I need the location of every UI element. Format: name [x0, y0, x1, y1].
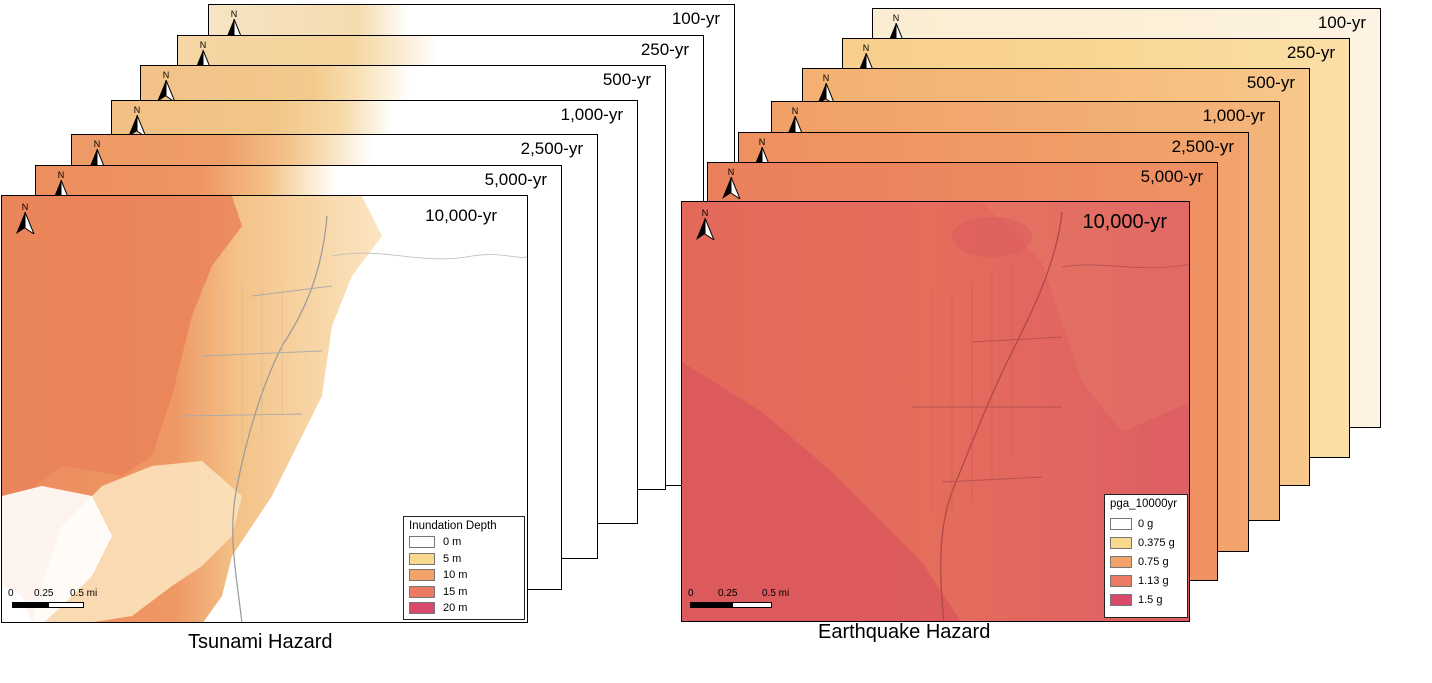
- return-period-label: 500-yr: [1246, 73, 1295, 92]
- pga-legend: pga_10000yr 0 g 0.375 g 0.75 g 1.13 g 1.…: [1104, 494, 1188, 618]
- legend-swatch: [1110, 555, 1132, 568]
- legend-item: 10 m: [409, 567, 519, 584]
- legend-item: 5 m: [409, 551, 519, 568]
- return-period-label: 100-yr: [1317, 13, 1366, 32]
- legend-item: 15 m: [409, 584, 519, 601]
- return-period-label: 500-yr: [602, 70, 651, 89]
- north-arrow-icon: N: [12, 202, 38, 236]
- legend-item: 0.375 g: [1110, 533, 1182, 552]
- north-arrow-icon: N: [692, 208, 718, 242]
- legend-item: 0 m: [409, 534, 519, 551]
- return-period-label: 250-yr: [640, 40, 689, 59]
- north-arrow-icon: N: [718, 167, 744, 201]
- legend-item: 0 g: [1110, 514, 1182, 533]
- legend-swatch: [409, 569, 435, 582]
- return-period-label: 1,000-yr: [1202, 106, 1265, 125]
- return-period-label: 10,000-yr: [425, 206, 497, 225]
- legend-swatch: [409, 536, 435, 549]
- legend-item: 1.5 g: [1110, 590, 1182, 609]
- return-period-label: 250-yr: [1286, 43, 1335, 62]
- return-period-label: 5,000-yr: [484, 170, 547, 189]
- legend-swatch: [409, 552, 435, 565]
- legend-title: Inundation Depth: [409, 520, 497, 532]
- earthquake-caption: Earthquake Hazard: [818, 621, 991, 643]
- earthquake-pga-map: [682, 202, 1189, 621]
- tsunami-caption: Tsunami Hazard: [188, 631, 333, 653]
- return-period-label: 1,000-yr: [560, 105, 623, 124]
- return-period-label: 10,000-yr: [1082, 211, 1168, 233]
- legend-swatch: [1110, 517, 1132, 530]
- legend-title: pga_10000yr: [1110, 498, 1178, 510]
- return-period-label: 2,500-yr: [1171, 137, 1234, 156]
- inundation-legend: Inundation Depth 0 m 5 m 10 m 15 m 20 m: [403, 516, 525, 620]
- legend-swatch: [409, 602, 435, 615]
- tsunami-inundation-map: [2, 196, 527, 622]
- legend-swatch: [1110, 536, 1132, 549]
- legend-swatch: [409, 585, 435, 598]
- scale-bar: 0 0.25 0.5 mi: [688, 588, 808, 614]
- return-period-label: 2,500-yr: [520, 139, 583, 158]
- return-period-label: 100-yr: [671, 9, 720, 28]
- legend-swatch: [1110, 593, 1132, 606]
- legend-item: 1.13 g: [1110, 571, 1182, 590]
- tsunami-map-10000yr: N 10,000-yr Inundation Depth 0 m 5 m 10 …: [1, 195, 528, 623]
- legend-item: 0.75 g: [1110, 552, 1182, 571]
- earthquake-map-10000yr: N 10,000-yr pga_10000yr 0 g 0.375 g 0.75…: [681, 201, 1190, 622]
- legend-swatch: [1110, 574, 1132, 587]
- scale-bar: 0 0.25 0.5 mi: [8, 588, 118, 612]
- return-period-label: 5,000-yr: [1140, 167, 1203, 186]
- legend-item: 20 m: [409, 600, 519, 617]
- north-arrow-icon: N: [153, 70, 179, 104]
